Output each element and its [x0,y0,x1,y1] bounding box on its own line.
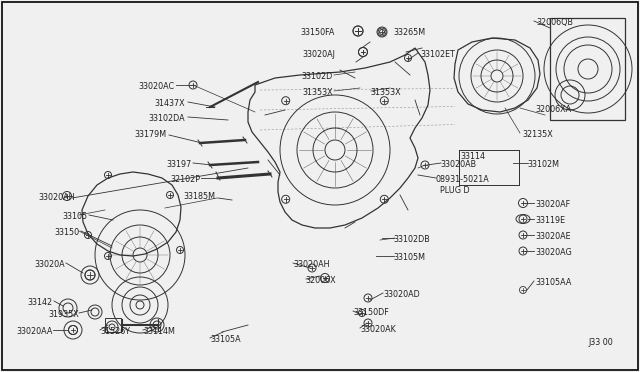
Text: 08931-5021A: 08931-5021A [435,175,489,184]
Text: 32006XA: 32006XA [535,105,571,114]
Text: 33105: 33105 [63,212,88,221]
Text: 33102ET: 33102ET [420,50,455,59]
Text: J33 00: J33 00 [588,338,612,347]
Text: 33020AH: 33020AH [38,193,74,202]
Text: 33102DB: 33102DB [393,235,429,244]
Text: 33265M: 33265M [393,28,425,37]
Text: 33105M: 33105M [393,253,425,262]
Text: 32135X: 32135X [522,130,553,139]
Text: 33150FA: 33150FA [301,28,335,37]
Text: 33114: 33114 [460,152,485,161]
Text: 33020AC: 33020AC [139,82,175,91]
Text: 33020AG: 33020AG [535,248,572,257]
Text: 33142: 33142 [28,298,53,307]
Text: 33197: 33197 [167,160,192,169]
Text: 33102DA: 33102DA [148,114,185,123]
Text: 33179M: 33179M [135,130,167,139]
Text: 33102D: 33102D [301,72,333,81]
Text: 33114M: 33114M [143,327,175,336]
Text: 32006QB: 32006QB [536,18,573,27]
Text: PLUG D: PLUG D [440,186,470,195]
Text: 33020AH: 33020AH [293,260,330,269]
Text: 33020AF: 33020AF [535,200,570,209]
Text: 33020AK: 33020AK [360,325,396,334]
Bar [459,150,519,185]
Text: 33020A: 33020A [35,260,65,269]
Text: 31353X: 31353X [370,88,401,97]
Text: 33020AB: 33020AB [440,160,476,169]
Text: 32102P: 32102P [170,175,200,184]
Text: 33105A: 33105A [210,335,241,344]
Text: 31437X: 31437X [154,99,185,108]
Bar [105,318,121,332]
Text: 31526Y: 31526Y [100,327,130,336]
Text: 33105AA: 33105AA [535,278,572,287]
Text: 33150: 33150 [55,228,80,237]
Text: 33020AJ: 33020AJ [302,50,335,59]
Text: 33020AE: 33020AE [535,232,571,241]
Text: 33102M: 33102M [527,160,559,169]
Text: 33185M: 33185M [183,192,215,201]
Text: 33119E: 33119E [535,216,565,225]
Text: 33020AA: 33020AA [17,327,53,336]
Text: 33150DF: 33150DF [353,308,388,317]
Text: 33020AD: 33020AD [383,290,420,299]
Text: 31353X: 31353X [302,88,333,97]
Text: 32006X: 32006X [305,276,335,285]
Text: 31935X: 31935X [48,310,79,319]
